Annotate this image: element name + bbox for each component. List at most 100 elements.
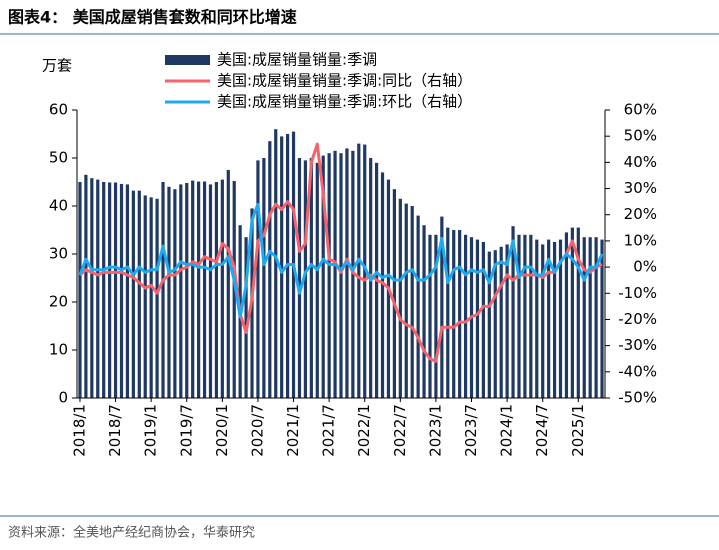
y-tick-label: 20 [49, 293, 68, 311]
bar [505, 244, 509, 398]
x-tick-label: 2021/7 [320, 404, 338, 457]
x-tick-label: 2019/1 [142, 404, 160, 457]
bar [191, 180, 195, 398]
x-tick-label: 2021/1 [284, 404, 302, 457]
bar [517, 234, 521, 398]
bar [303, 160, 308, 398]
x-tick-label: 2018/1 [70, 404, 88, 457]
bar [208, 184, 213, 398]
bar [416, 215, 420, 398]
bar [226, 170, 230, 398]
bar [380, 172, 385, 398]
bar [363, 144, 367, 398]
bar [576, 227, 580, 398]
x-tick-label: 2018/7 [106, 404, 124, 457]
bar [167, 186, 171, 398]
bar [398, 198, 402, 398]
bar [333, 150, 337, 398]
bar [570, 227, 574, 398]
bar [155, 198, 159, 398]
bar [535, 239, 539, 398]
y-tick-label: 30 [49, 245, 68, 263]
x-tick-label: 2019/7 [177, 404, 195, 457]
bar [357, 143, 361, 398]
bar [125, 184, 130, 398]
bar [149, 197, 153, 398]
bar [161, 182, 165, 398]
x-tick-label: 2022/7 [391, 404, 409, 457]
y2-tick-label: 40% [624, 153, 657, 171]
bar [185, 182, 189, 398]
bar [564, 232, 569, 398]
bar [487, 251, 491, 398]
bar [558, 239, 563, 398]
x-tick-label: 2023/7 [462, 404, 480, 457]
bar [179, 184, 183, 398]
bar [511, 226, 515, 398]
bar [143, 195, 147, 398]
bar [327, 153, 331, 398]
y2-tick-label: -10% [618, 284, 657, 302]
y2-tick-label: -50% [618, 389, 657, 407]
y2-tick-label: 0% [633, 258, 657, 276]
y-tick-label: 50 [49, 149, 68, 167]
bar [351, 150, 355, 398]
bar [428, 234, 432, 398]
bar [108, 182, 112, 398]
x-tick-label: 2024/7 [533, 404, 551, 457]
bar [523, 234, 527, 398]
bar [440, 216, 444, 398]
bar [113, 182, 118, 398]
y2-tick-label: 60% [624, 101, 657, 119]
bar [274, 129, 278, 398]
y2-tick-label: 20% [624, 205, 657, 223]
bar [96, 179, 100, 398]
bar [475, 239, 480, 398]
bar [582, 237, 586, 398]
bar [446, 227, 450, 398]
bar [422, 225, 426, 398]
y-tick-label: 60 [49, 101, 68, 119]
y-tick-label: 10 [49, 341, 68, 359]
y2-tick-label: 10% [624, 231, 657, 249]
x-tick-label: 2022/1 [355, 404, 373, 457]
bar [214, 182, 219, 398]
y-tick-label: 0 [58, 389, 68, 407]
bar [137, 190, 141, 398]
bar [173, 189, 177, 398]
x-tick-label: 2024/1 [498, 404, 516, 457]
bar [434, 234, 438, 398]
bar [541, 244, 545, 398]
bar [309, 158, 313, 398]
legend-label: 美国:成屋销量销量:季调 [217, 51, 377, 69]
bar [102, 182, 106, 398]
bar [339, 153, 343, 398]
bar [404, 203, 408, 398]
bar [119, 183, 124, 398]
bar [600, 239, 604, 398]
x-tick-label: 2025/1 [569, 404, 587, 457]
bar [262, 158, 266, 398]
bar [297, 158, 302, 398]
bar [493, 250, 497, 398]
bar [197, 181, 201, 398]
bar [256, 160, 260, 398]
bar [280, 136, 284, 398]
bar [529, 234, 533, 398]
bar [547, 239, 551, 398]
bar [220, 179, 224, 398]
bar [268, 141, 272, 398]
bar [321, 155, 325, 398]
bar [345, 148, 349, 398]
x-tick-label: 2023/1 [426, 404, 444, 457]
bar [458, 230, 462, 398]
bar [244, 237, 248, 398]
bar [499, 246, 503, 398]
legend-label: 美国:成屋销量销量:季调:环比（右轴） [217, 93, 472, 111]
x-tick-label: 2020/1 [213, 404, 231, 457]
y2-tick-label: -30% [618, 336, 657, 354]
bar [90, 178, 94, 398]
legend-label: 美国:成屋销量销量:季调:同比（右轴） [217, 72, 472, 90]
bar [84, 174, 88, 398]
legend-swatch [165, 55, 210, 65]
